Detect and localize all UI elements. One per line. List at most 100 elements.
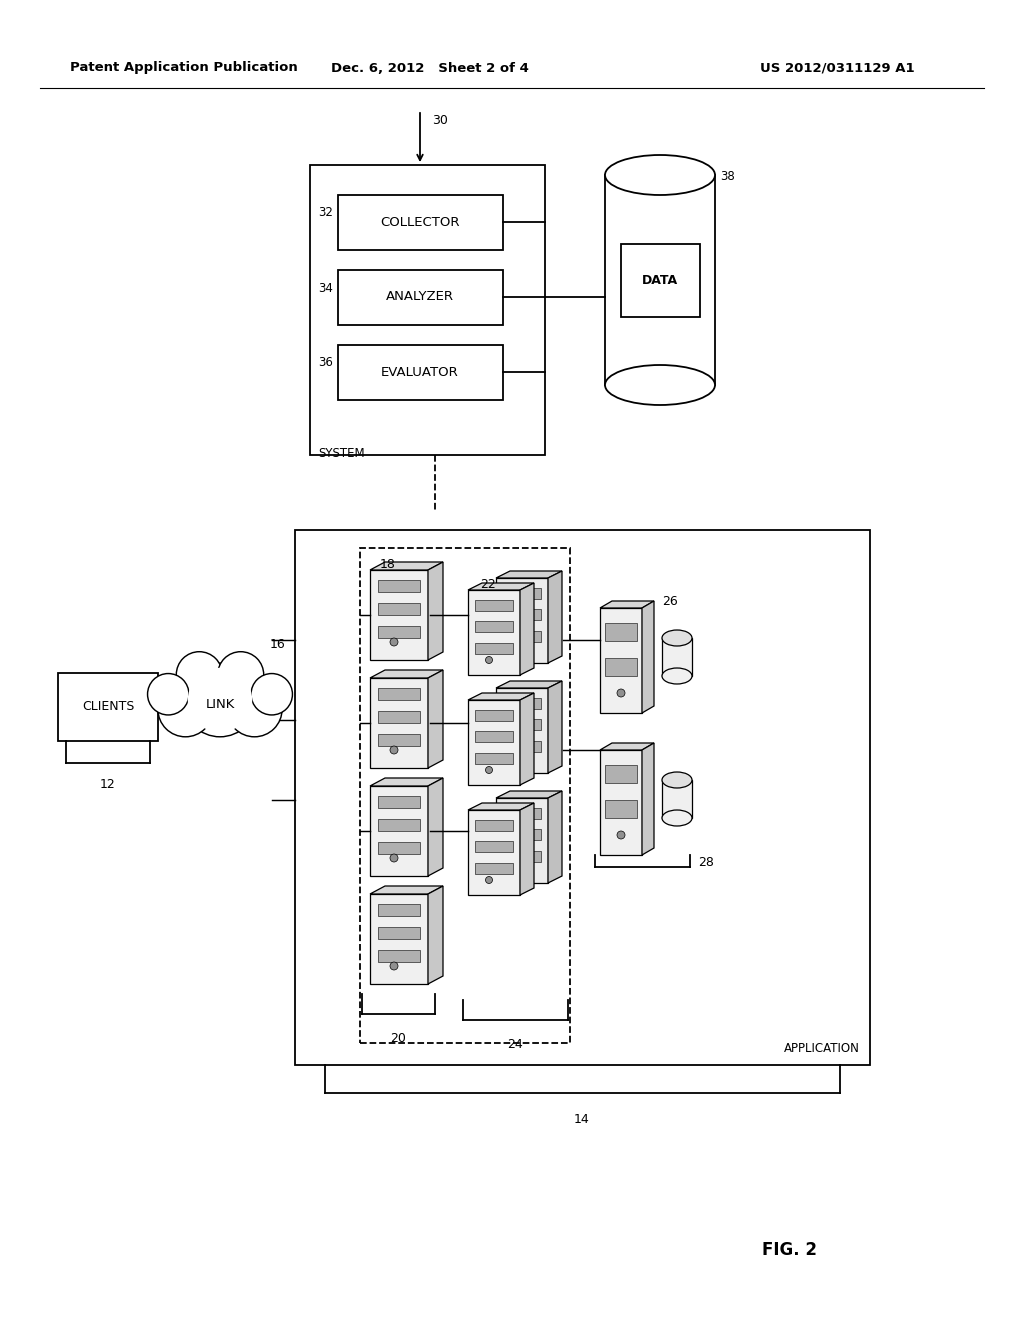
Circle shape	[147, 673, 189, 715]
Bar	[378, 734, 420, 746]
Text: 34: 34	[318, 281, 333, 294]
Polygon shape	[496, 799, 548, 883]
Polygon shape	[370, 671, 443, 678]
Text: EVALUATOR: EVALUATOR	[381, 366, 459, 379]
Text: 24: 24	[507, 1038, 523, 1051]
Bar	[475, 752, 513, 764]
Circle shape	[390, 854, 398, 862]
Circle shape	[485, 876, 493, 883]
Bar	[605, 176, 715, 385]
Polygon shape	[496, 681, 562, 688]
Text: 20: 20	[390, 1032, 406, 1045]
Text: LINK: LINK	[206, 698, 234, 711]
Circle shape	[390, 962, 398, 970]
Text: COLLECTOR: COLLECTOR	[380, 215, 460, 228]
Bar	[605, 623, 637, 642]
Polygon shape	[548, 791, 562, 883]
Text: 32: 32	[318, 206, 333, 219]
Polygon shape	[600, 743, 654, 750]
Ellipse shape	[662, 668, 692, 684]
Polygon shape	[468, 583, 534, 590]
Bar	[475, 731, 513, 742]
Polygon shape	[468, 803, 534, 810]
Circle shape	[227, 681, 282, 737]
Polygon shape	[600, 601, 654, 609]
Bar	[378, 796, 420, 808]
Polygon shape	[370, 886, 443, 894]
Ellipse shape	[662, 630, 692, 645]
Text: US 2012/0311129 A1: US 2012/0311129 A1	[760, 62, 914, 74]
Text: CLIENTS: CLIENTS	[82, 701, 134, 714]
Bar	[378, 688, 420, 700]
Text: 22: 22	[480, 578, 496, 591]
Circle shape	[218, 652, 264, 698]
Bar	[503, 741, 541, 752]
Text: APPLICATION: APPLICATION	[784, 1041, 860, 1055]
Polygon shape	[600, 750, 642, 855]
Polygon shape	[370, 777, 443, 785]
Circle shape	[513, 865, 520, 871]
Bar	[475, 820, 513, 832]
Polygon shape	[468, 590, 520, 675]
Polygon shape	[370, 570, 428, 660]
Polygon shape	[370, 785, 428, 876]
Circle shape	[617, 832, 625, 840]
Polygon shape	[370, 894, 428, 983]
Bar	[360, 548, 570, 1043]
Bar	[605, 800, 637, 818]
Text: ANALYZER: ANALYZER	[386, 290, 454, 304]
Bar	[378, 842, 420, 854]
Polygon shape	[496, 688, 548, 774]
Circle shape	[251, 673, 293, 715]
Bar	[503, 698, 541, 709]
Polygon shape	[642, 743, 654, 855]
Bar	[621, 244, 700, 317]
Text: 36: 36	[318, 356, 333, 370]
Bar	[605, 657, 637, 676]
Ellipse shape	[662, 772, 692, 788]
Text: Patent Application Publication: Patent Application Publication	[70, 62, 298, 74]
Circle shape	[183, 663, 257, 737]
Text: FIG. 2: FIG. 2	[763, 1241, 817, 1259]
Bar	[378, 711, 420, 723]
Bar	[378, 579, 420, 591]
Circle shape	[617, 689, 625, 697]
Polygon shape	[370, 678, 428, 768]
Circle shape	[158, 681, 213, 737]
Circle shape	[485, 767, 493, 774]
Bar	[378, 603, 420, 615]
Bar	[295, 531, 870, 1065]
Bar	[378, 626, 420, 638]
Bar	[475, 710, 513, 721]
Bar	[475, 841, 513, 851]
Bar	[338, 345, 503, 400]
Circle shape	[513, 755, 520, 762]
Polygon shape	[520, 693, 534, 785]
Polygon shape	[428, 777, 443, 876]
Text: SYSTEM: SYSTEM	[318, 447, 365, 459]
Polygon shape	[370, 562, 443, 570]
Text: 12: 12	[100, 777, 116, 791]
Polygon shape	[520, 583, 534, 675]
Bar	[503, 851, 541, 862]
Text: 16: 16	[270, 639, 286, 652]
Text: 28: 28	[698, 855, 714, 869]
Bar	[475, 643, 513, 653]
Bar	[605, 766, 637, 783]
Bar	[503, 609, 541, 620]
Polygon shape	[600, 609, 642, 713]
Polygon shape	[496, 791, 562, 799]
Circle shape	[187, 668, 252, 733]
Ellipse shape	[605, 154, 715, 195]
Circle shape	[176, 652, 222, 698]
Bar	[475, 620, 513, 632]
Polygon shape	[642, 601, 654, 713]
Polygon shape	[468, 810, 520, 895]
Bar	[503, 631, 541, 642]
Text: 30: 30	[432, 114, 447, 127]
Ellipse shape	[662, 810, 692, 826]
Bar	[503, 829, 541, 840]
Circle shape	[485, 656, 493, 664]
Polygon shape	[548, 681, 562, 774]
Text: 26: 26	[662, 595, 678, 609]
